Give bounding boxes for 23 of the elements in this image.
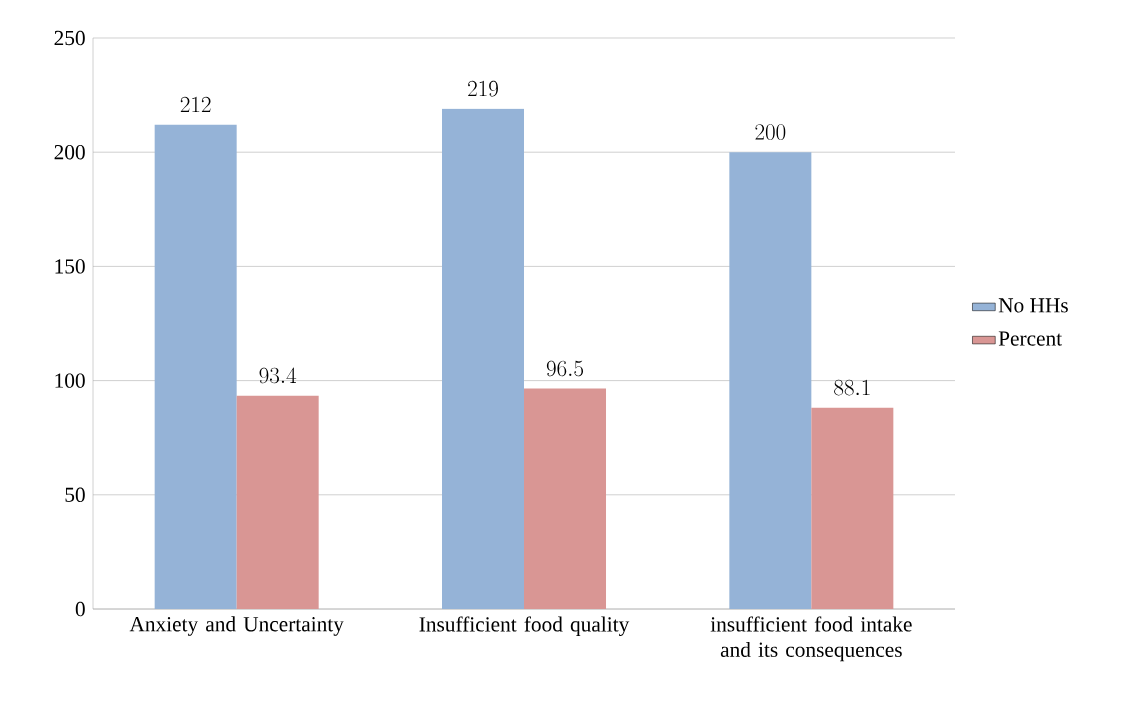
y-tick-label: 200 (54, 145, 85, 160)
legend-label: No HHs (998, 298, 1068, 313)
y-tick-label: 100 (55, 373, 85, 388)
x-tick-label: Insufficient food quality (419, 616, 630, 636)
data-label: 93.4 (259, 367, 297, 384)
x-tick-label: insufficient food intake and its consequences (710, 616, 912, 662)
y-tick-label: 250 (54, 30, 85, 46)
data-label: 88. 1 (834, 379, 870, 396)
bar (729, 152, 812, 609)
data-label: 212 (180, 96, 211, 113)
legend-label: Percent (998, 331, 1063, 346)
bar (236, 395, 319, 609)
bar (524, 388, 607, 609)
bar (442, 108, 525, 609)
bar (154, 124, 237, 609)
data-label: 219 (468, 80, 498, 97)
bar (811, 407, 894, 609)
y-tick-label: 150 (55, 259, 85, 274)
y-tick-label: 0 (75, 601, 85, 617)
data-label: 96.5 (546, 360, 584, 377)
x-tick-label: Anxiety and Uncertainty (129, 616, 344, 636)
data-label: 200 (755, 124, 786, 140)
y-tick-label: 50 (65, 487, 85, 502)
